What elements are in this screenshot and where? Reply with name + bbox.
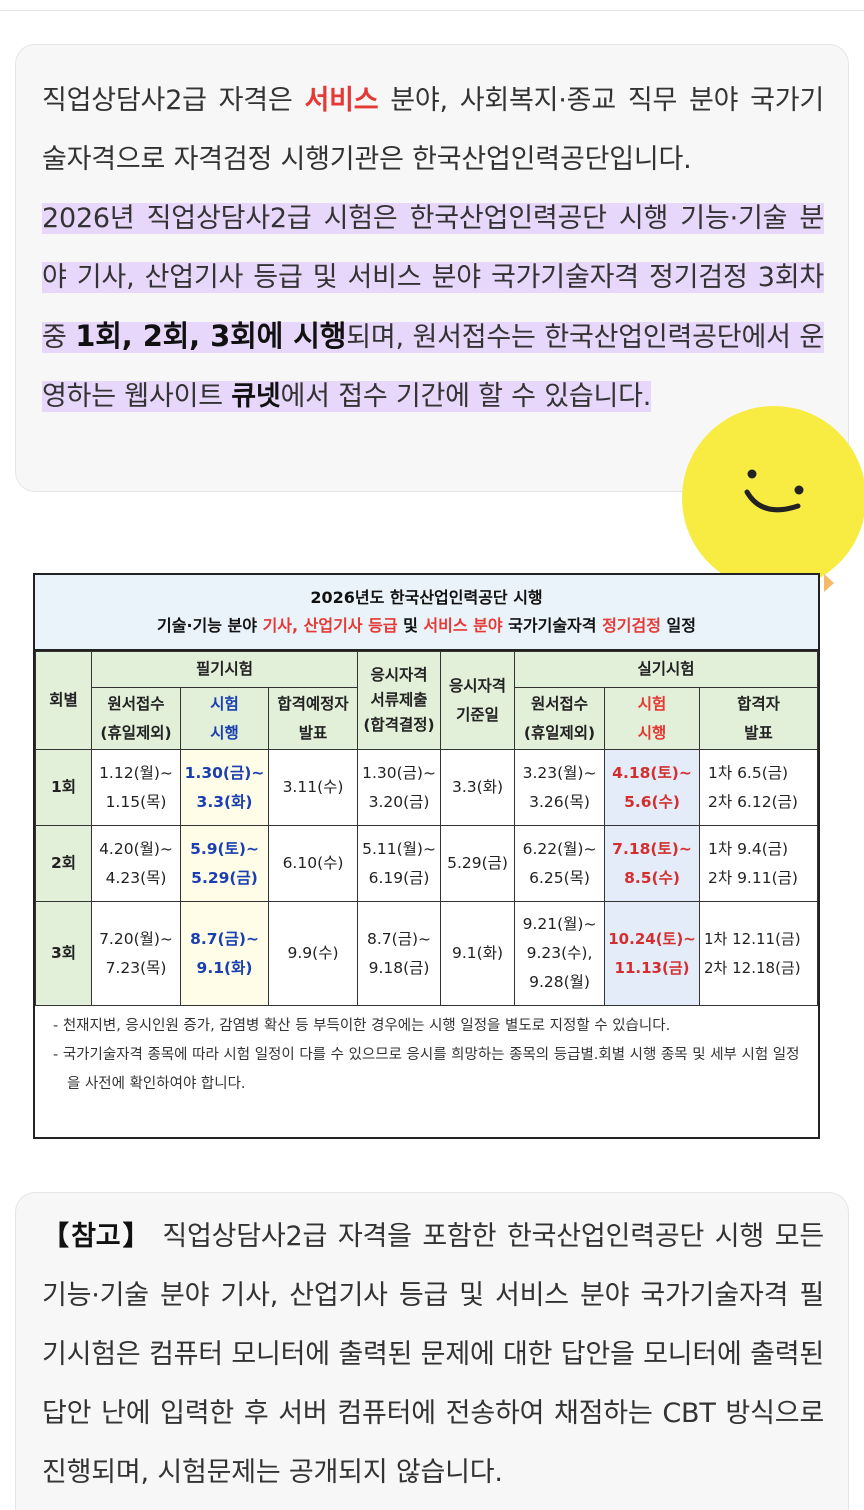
intro-paragraph-2: 2026년 직업상담사2급 시험은 한국산업인력공단 시행 기능·기술 분야 기… bbox=[42, 189, 824, 426]
practical-apply-cell: 6.22(월)~ 6.25(목) bbox=[514, 825, 606, 902]
title-text: 및 bbox=[397, 616, 424, 635]
round-cell: 1회 bbox=[35, 749, 92, 826]
header-practical-exam: 시험 시행 bbox=[604, 687, 701, 750]
docs-cell: 1.30(금)~ 3.20(금) bbox=[357, 749, 442, 826]
header-practical-apply: 원서접수 (휴일제외) bbox=[514, 687, 606, 750]
header-baseline: 응시자격 기준일 bbox=[440, 651, 516, 750]
header-practical: 실기시험 bbox=[514, 651, 818, 688]
schedule-grid: 회별 필기시험 응시자격 서류제출 (합격결정) 응시자격 기준일 실기시험 원… bbox=[35, 651, 818, 1006]
baseline-cell: 9.1(화) bbox=[440, 901, 516, 1006]
header-written-result: 합격예정자 발표 bbox=[267, 687, 359, 750]
written-result-cell: 3.11(수) bbox=[267, 749, 359, 826]
practical-exam-cell: 4.18(토)~ 5.6(수) bbox=[604, 749, 701, 826]
table-row: 2회 4.20(월)~ 4.23(목) 5.9(토)~ 5.29(금) 6.10… bbox=[35, 825, 818, 902]
written-apply-cell: 4.20(월)~ 4.23(목) bbox=[91, 825, 181, 902]
header-written-apply: 원서접수 (휴일제외) bbox=[91, 687, 181, 750]
qnet-link-text: 큐넷 bbox=[231, 381, 281, 412]
written-exam-cell: 5.9(토)~ 5.29(금) bbox=[180, 825, 269, 902]
docs-cell: 5.11(월)~ 6.19(금) bbox=[357, 825, 442, 902]
written-exam-cell: 8.7(금)~ 9.1(화) bbox=[180, 901, 269, 1006]
schedule-notes: - 천재지변, 응시인원 증가, 감염병 확산 등 부득이한 경우에는 시행 일… bbox=[35, 1006, 818, 1099]
intro-text: 직업상담사2급 자격은 bbox=[42, 85, 305, 116]
round-cell: 3회 bbox=[35, 901, 92, 1006]
docs-cell: 8.7(금)~ 9.18(금) bbox=[357, 901, 442, 1006]
title-text: 기술·기능 분야 bbox=[157, 616, 263, 635]
written-apply-cell: 1.12(월)~ 1.15(목) bbox=[91, 749, 181, 826]
title-text: 일정 bbox=[660, 616, 696, 635]
intro-box: 직업상담사2급 자격은 서비스 분야, 사회복지·종교 직무 분야 국가기술자격… bbox=[15, 44, 849, 492]
header-written-exam: 시험 시행 bbox=[180, 687, 269, 750]
practical-result-cell: 1차 9.4(금) 2차 9.11(금) bbox=[699, 825, 818, 902]
baseline-cell: 3.3(화) bbox=[440, 749, 516, 826]
intro-text: 2026년 직업상담사2급 시험은 한국산업인력공단 시행 기능·기술 분야 기… bbox=[42, 203, 824, 353]
header-round: 회별 bbox=[35, 651, 92, 750]
intro-text: 되며, 원서접수는 한국산업인력공단에서 운영하는 웹사이트 bbox=[42, 322, 824, 412]
practical-exam-cell: 7.18(토)~ 8.5(수) bbox=[604, 825, 701, 902]
schedule-note: - 국가기술자격 종목에 따라 시험 일정이 다를 수 있으므로 응시를 희망하… bbox=[53, 1047, 800, 1092]
reference-note-paragraph: 【참고】 직업상담사2급 자격을 포함한 한국산업인력공단 시행 모든 기능·기… bbox=[42, 1207, 824, 1502]
title-highlight: 정기검정 bbox=[602, 616, 661, 635]
title-highlight: 서비스 분야 bbox=[423, 616, 503, 635]
schedule-title-line2: 기술·기능 분야 기사, 산업기사 등급 및 서비스 분야 국가기술자격 정기검… bbox=[35, 611, 818, 641]
exam-rounds-keyword: 1회, 2회, 3회에 시행 bbox=[75, 319, 347, 353]
header-practical-result: 합격자 발표 bbox=[699, 687, 818, 750]
reference-label: 【참고】 bbox=[42, 1221, 152, 1252]
practical-apply-cell: 9.21(월)~ 9.23(수), 9.28(월) bbox=[514, 901, 606, 1006]
schedule-title: 2026년도 한국산업인력공단 시행 기술·기능 분야 기사, 산업기사 등급 … bbox=[35, 575, 818, 651]
practical-result-cell: 1차 6.5(금) 2차 6.12(금) bbox=[699, 749, 818, 826]
title-text: 국가기술자격 bbox=[502, 616, 603, 635]
top-divider bbox=[0, 10, 864, 11]
title-highlight: 기사, 산업기사 등급 bbox=[262, 616, 398, 635]
written-exam-cell: 1.30(금)~ 3.3(화) bbox=[180, 749, 269, 826]
round-cell: 2회 bbox=[35, 825, 92, 902]
practical-apply-cell: 3.23(월)~ 3.26(목) bbox=[514, 749, 606, 826]
practical-result-cell: 1차 12.11(금) 2차 12.18(금) bbox=[699, 901, 818, 1006]
intro-text: 에서 접수 기간에 할 수 있습니다. bbox=[280, 381, 652, 412]
smiley-face-icon bbox=[744, 469, 804, 513]
schedule-note: - 천재지변, 응시인원 증가, 감염병 확산 등 부득이한 경우에는 시행 일… bbox=[53, 1018, 671, 1034]
written-result-cell: 9.9(수) bbox=[267, 901, 359, 1006]
service-keyword: 서비스 bbox=[304, 85, 379, 116]
exam-schedule-table: 2026년도 한국산업인력공단 시행 기술·기능 분야 기사, 산업기사 등급 … bbox=[33, 573, 820, 1139]
intro-text: 분야, 사회복지·종교 직무 분야 국가기술자격으로 자격검정 시행기관은 한국… bbox=[42, 85, 824, 175]
written-apply-cell: 7.20(월)~ 7.23(목) bbox=[91, 901, 181, 1006]
header-docs: 응시자격 서류제출 (합격결정) bbox=[357, 651, 442, 750]
intro-paragraph-1: 직업상담사2급 자격은 서비스 분야, 사회복지·종교 직무 분야 국가기술자격… bbox=[42, 71, 824, 189]
schedule-title-line1: 2026년도 한국산업인력공단 시행 bbox=[310, 588, 543, 607]
practical-exam-cell: 10.24(토)~ 11.13(금) bbox=[604, 901, 701, 1006]
reference-text: 직업상담사2급 자격을 포함한 한국산업인력공단 시행 모든 기능·기술 분야 … bbox=[42, 1221, 824, 1488]
written-result-cell: 6.10(수) bbox=[267, 825, 359, 902]
baseline-cell: 5.29(금) bbox=[440, 825, 516, 902]
smiley-sticker bbox=[682, 406, 864, 590]
reference-note-box: 【참고】 직업상담사2급 자격을 포함한 한국산업인력공단 시행 모든 기능·기… bbox=[15, 1192, 849, 1510]
table-row: 1회 1.12(월)~ 1.15(목) 1.30(금)~ 3.3(화) 3.11… bbox=[35, 749, 818, 826]
header-written: 필기시험 bbox=[90, 651, 359, 688]
table-row: 3회 7.20(월)~ 7.23(목) 8.7(금)~ 9.1(화) 9.9(수… bbox=[35, 901, 818, 1006]
scroll-edge-marker-icon bbox=[824, 574, 834, 592]
